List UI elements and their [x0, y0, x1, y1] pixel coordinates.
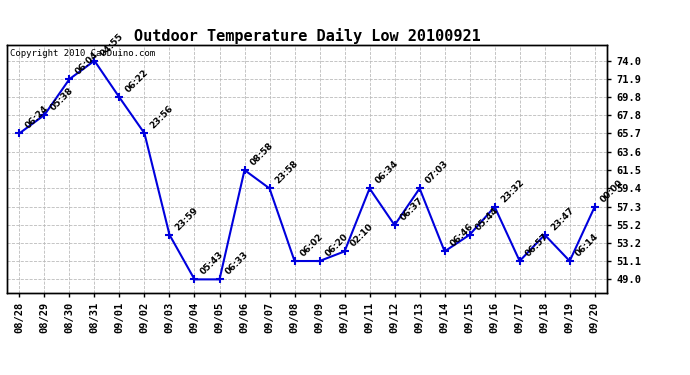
- Text: 05:44: 05:44: [474, 205, 500, 232]
- Text: 23:47: 23:47: [549, 205, 575, 232]
- Text: 23:58: 23:58: [274, 159, 300, 186]
- Text: Copyright 2010 CarDuino.com: Copyright 2010 CarDuino.com: [10, 49, 155, 58]
- Text: 04:55: 04:55: [99, 32, 125, 58]
- Text: 06:02: 06:02: [299, 232, 325, 258]
- Text: 06:34: 06:34: [374, 159, 400, 186]
- Text: 00:00: 00:00: [599, 178, 625, 204]
- Text: 06:24: 06:24: [23, 104, 50, 130]
- Text: 06:22: 06:22: [124, 68, 150, 95]
- Text: 06:20: 06:20: [324, 232, 350, 258]
- Text: 23:32: 23:32: [499, 177, 525, 204]
- Text: 06:14: 06:14: [574, 232, 600, 258]
- Text: 23:59: 23:59: [174, 205, 200, 232]
- Text: 06:37: 06:37: [399, 196, 425, 222]
- Text: 06:57: 06:57: [524, 232, 551, 258]
- Title: Outdoor Temperature Daily Low 20100921: Outdoor Temperature Daily Low 20100921: [134, 28, 480, 44]
- Text: 02:10: 02:10: [348, 222, 375, 249]
- Text: 08:58: 08:58: [248, 141, 275, 167]
- Text: 06:04: 06:04: [74, 50, 100, 76]
- Text: 23:56: 23:56: [148, 104, 175, 130]
- Text: 05:38: 05:38: [48, 86, 75, 112]
- Text: 07:03: 07:03: [424, 159, 451, 186]
- Text: 05:43: 05:43: [199, 250, 225, 277]
- Text: 06:33: 06:33: [224, 250, 250, 277]
- Text: 06:46: 06:46: [448, 222, 475, 249]
